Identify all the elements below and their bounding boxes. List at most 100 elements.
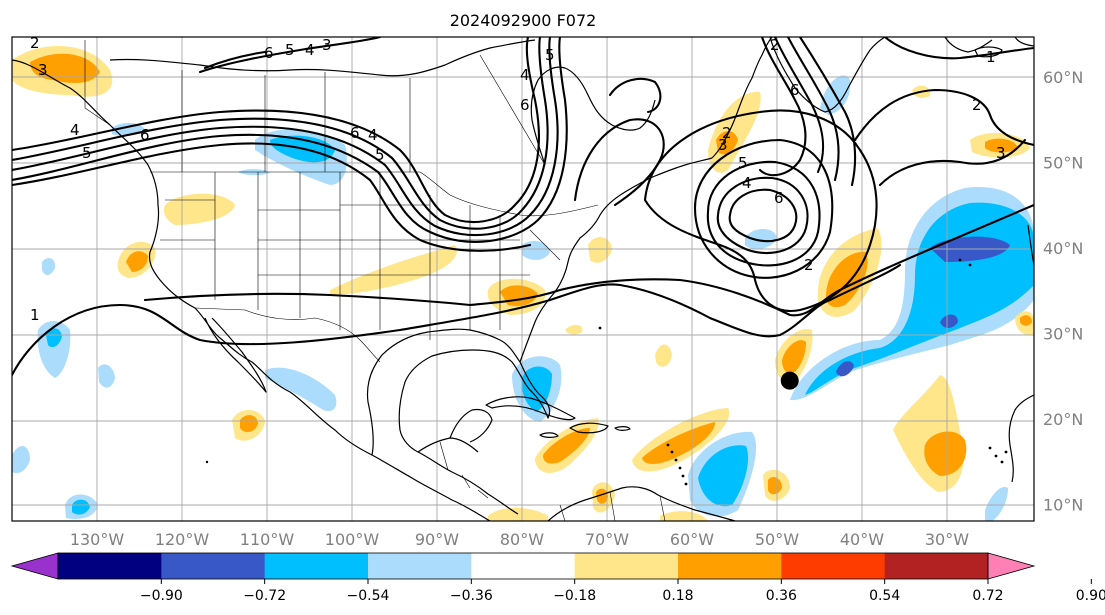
coastline-south-america bbox=[547, 486, 736, 521]
contour-2-subtropic bbox=[143, 203, 1034, 317]
longitude-label: 60°W bbox=[670, 530, 714, 549]
contour-label: 3 bbox=[322, 36, 332, 54]
colorbar-segment bbox=[574, 553, 679, 579]
warm-anomaly-panama bbox=[488, 507, 548, 521]
coastline-puerto-rico bbox=[614, 426, 631, 431]
cool-anomaly-mexico-pacific bbox=[265, 367, 337, 412]
colorbar-tick-label: 0.72 bbox=[972, 588, 1003, 604]
contour-jet-1 bbox=[12, 37, 540, 224]
cool-anomaly-tropical-pacific-core bbox=[72, 499, 90, 515]
contour-label: 3 bbox=[718, 136, 728, 154]
contour-canada-trough bbox=[573, 118, 665, 207]
warm-anomaly-labrador-core bbox=[716, 131, 738, 155]
warm-anomaly-bermuda-small bbox=[565, 324, 583, 335]
contour-ne-canada bbox=[608, 77, 662, 114]
contour-atlantic-low-2 bbox=[643, 109, 878, 312]
contour-label: 5 bbox=[375, 146, 385, 164]
cool-anomaly-pacific-far-w bbox=[12, 445, 30, 474]
colorbar-tick-label: −0.36 bbox=[450, 588, 493, 604]
contour-ne-atlantic-1 bbox=[883, 37, 1034, 60]
warm-anomaly-subtropic-small bbox=[655, 344, 672, 367]
cool-anomaly-east-atlantic-spot bbox=[940, 314, 958, 328]
colorbar-tick-label: 0.18 bbox=[662, 588, 693, 604]
cool-anomaly-atlantic-low bbox=[745, 229, 777, 250]
colorbar-segment bbox=[471, 553, 576, 579]
border-south-america bbox=[559, 491, 666, 521]
latitude-labels: 60°N 50°N 40°N 30°N 20°N 10°N bbox=[1043, 68, 1083, 515]
contour-atlantic-low-3 bbox=[693, 138, 834, 279]
warm-anomaly-amazon bbox=[660, 511, 708, 521]
cool-anomaly-pacific-nw-small bbox=[42, 258, 56, 275]
contour-label: 6 bbox=[790, 81, 800, 99]
coastline-cuba bbox=[485, 396, 576, 421]
coastline-hudson-bay bbox=[530, 66, 656, 166]
contour-label: 2 bbox=[770, 36, 780, 54]
coastline-gulf-of-mexico bbox=[366, 328, 551, 456]
coastline-iceland bbox=[974, 46, 1003, 58]
colorbar-tick-label: −0.18 bbox=[553, 588, 596, 604]
graticule bbox=[12, 37, 1034, 521]
contour-label: 4 bbox=[70, 121, 80, 139]
contour-jet-2 bbox=[12, 37, 549, 230]
coastline-greenland-east bbox=[944, 37, 993, 53]
contour-label: 2 bbox=[30, 34, 40, 52]
contour-label: 2 bbox=[972, 96, 982, 114]
warm-anomaly-canary-core bbox=[1020, 315, 1032, 326]
coastline-yucatan bbox=[449, 408, 493, 443]
contour-greenland-ridge-4 bbox=[798, 37, 857, 187]
map-frame bbox=[11, 36, 1035, 522]
longitude-label: 70°W bbox=[585, 530, 629, 549]
colorbar-tick-label: −0.90 bbox=[140, 588, 183, 604]
warm-anomaly-iceland-core bbox=[985, 138, 1018, 153]
contour-label: 5 bbox=[82, 144, 92, 162]
colorbar-extend-min bbox=[10, 552, 59, 580]
contour-label: 4 bbox=[305, 41, 315, 59]
coastline-us-east bbox=[519, 157, 713, 363]
contour-jet-3 bbox=[12, 37, 559, 237]
contour-lines bbox=[12, 37, 1034, 377]
longitude-label: 110°W bbox=[240, 530, 295, 549]
longitude-label: 120°W bbox=[155, 530, 210, 549]
latitude-label: 10°N bbox=[1043, 496, 1083, 515]
cool-anomaly-pacific-small bbox=[98, 364, 115, 388]
longitude-label: 30°W bbox=[925, 530, 969, 549]
warm-anomaly-california-core bbox=[126, 251, 148, 272]
contour-ne-atlantic-2 bbox=[853, 88, 1034, 147]
contour-greenland-ridge-1 bbox=[758, 37, 807, 177]
border-us-mexico bbox=[194, 307, 381, 363]
coastlines bbox=[12, 37, 1034, 521]
warm-anomaly-tropical-pacific-core bbox=[240, 415, 258, 433]
colorbar-tick-label: −0.54 bbox=[347, 588, 390, 604]
coastline-arctic bbox=[109, 39, 536, 77]
contour-label: 1 bbox=[30, 306, 40, 324]
warm-anomaly-storm-core bbox=[782, 340, 806, 375]
cool-anomaly-east-atlantic-spot2 bbox=[836, 361, 854, 377]
colorbar-segment bbox=[264, 553, 369, 579]
contour-label: 5 bbox=[545, 46, 555, 64]
coastline-africa bbox=[1008, 394, 1034, 483]
contour-label: 6 bbox=[350, 124, 360, 142]
colorbar: −0.90 −0.72 −0.54 −0.36 −0.18 0.18 0.36 0.54 0.7… bbox=[10, 552, 1105, 604]
latitude-label: 30°N bbox=[1043, 325, 1083, 344]
colorbar-frame bbox=[57, 552, 989, 580]
warm-anomaly-plains bbox=[330, 245, 457, 295]
contour-atlantic-low-4 bbox=[706, 160, 821, 267]
cool-anomaly-pacific-w-core bbox=[46, 328, 62, 348]
colorbar-segment bbox=[678, 553, 782, 579]
longitude-label: 90°W bbox=[415, 530, 459, 549]
contour-label: 5 bbox=[738, 154, 748, 172]
cool-anomaly-florida-core bbox=[521, 366, 552, 412]
latitude-label: 40°N bbox=[1043, 239, 1083, 258]
colorbar-tick-label: 0.90 bbox=[1076, 588, 1105, 604]
contour-label: 3 bbox=[38, 61, 48, 79]
colorbar-tick-label: 0.36 bbox=[766, 588, 797, 604]
border-canada-internal bbox=[181, 54, 546, 172]
colorbar-extend-max bbox=[987, 552, 1036, 580]
warm-anomaly-south-america-core bbox=[596, 488, 608, 504]
colorbar-segment bbox=[884, 553, 989, 579]
longitude-labels: 130°W 120°W 110°W 100°W 90°W 80°W 70°W 60°W 50°W… bbox=[70, 530, 969, 549]
coastline-scandinavia bbox=[1014, 37, 1034, 47]
contour-label: 4 bbox=[368, 126, 378, 144]
contour-greenland-ridge-3 bbox=[786, 37, 840, 182]
colorbar-segment bbox=[368, 553, 472, 579]
